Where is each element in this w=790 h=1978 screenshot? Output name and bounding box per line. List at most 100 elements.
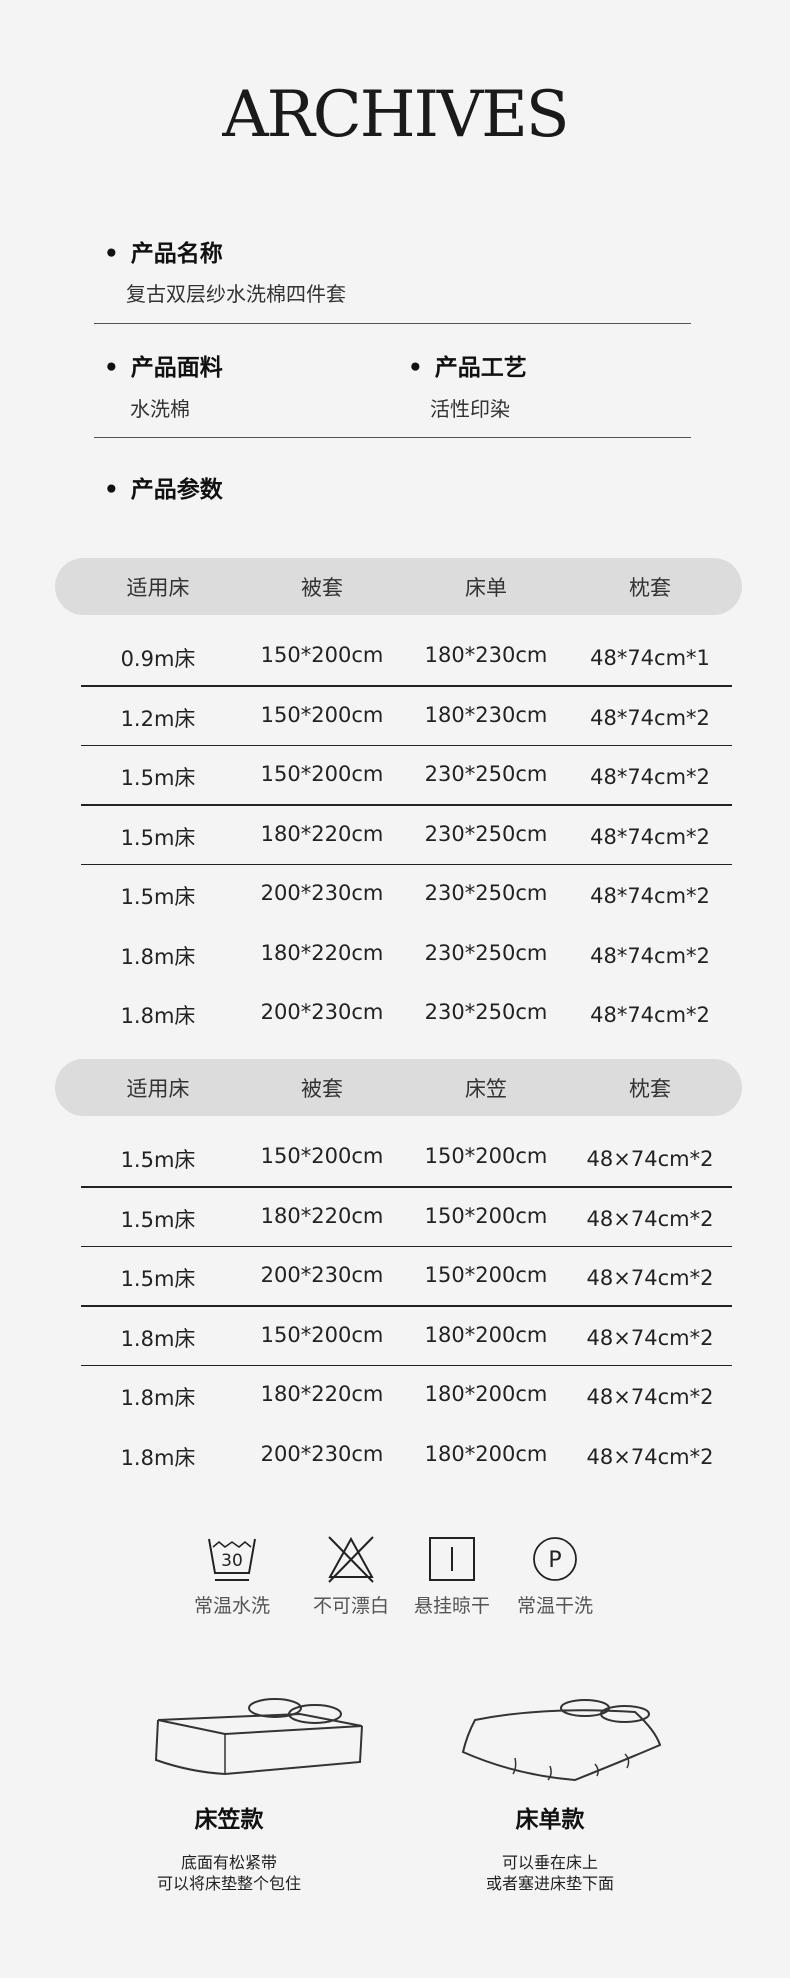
brand-logo: ARCHIVES xyxy=(222,78,569,152)
column-header: 床笠 xyxy=(465,1077,507,1101)
table-cell: 48×74cm*2 xyxy=(586,1385,714,1410)
flat-sheet-bed-icon xyxy=(461,1699,662,1782)
table-cell: 1.8m床 xyxy=(120,944,196,969)
care-label: 不可漂白 xyxy=(312,1595,389,1617)
table-cell: 180*230cm xyxy=(424,702,548,727)
divider xyxy=(94,323,691,324)
style-title: 床笠款 xyxy=(194,1807,264,1833)
care-item: 悬挂晾干 xyxy=(402,1535,502,1618)
style-desc: 底面有松紧带 xyxy=(180,1853,277,1872)
column-header: 枕套 xyxy=(629,1077,671,1101)
table-cell: 150*200cm xyxy=(424,1263,548,1288)
table-cell: 48*74cm*1 xyxy=(590,646,710,670)
table-cell: 1.5m床 xyxy=(120,1148,196,1172)
table-cell: 48*74cm*2 xyxy=(590,765,710,789)
table-cell: 48*74cm*2 xyxy=(590,705,710,730)
table-cell: 200*230cm xyxy=(260,1442,384,1466)
table-cell: 150*200cm xyxy=(260,643,384,667)
style-desc: 可以将床垫整个包住 xyxy=(156,1874,301,1893)
table-cell: 1.8m床 xyxy=(120,1326,196,1351)
table-cell: 180*220cm xyxy=(260,940,384,965)
table-cell: 230*250cm xyxy=(424,821,548,846)
row-divider xyxy=(81,863,732,865)
table-cell: 180*230cm xyxy=(424,643,548,667)
product-name-label: 产品名称 xyxy=(104,234,223,268)
table-cell: 48*74cm*2 xyxy=(590,943,710,968)
table-cell: 1.8m床 xyxy=(120,1004,196,1028)
table-cell: 150*200cm xyxy=(260,1144,384,1168)
table-cell: 48×74cm*2 xyxy=(586,1147,714,1171)
hang-dry-icon xyxy=(429,1537,475,1581)
care-item: 不可漂白 xyxy=(301,1535,401,1618)
style-desc: 可以垂在床上 xyxy=(501,1853,598,1872)
care-label: 常温水洗 xyxy=(193,1595,270,1617)
table-cell: 200*230cm xyxy=(260,1263,384,1288)
svg-text:P: P xyxy=(548,1548,561,1573)
craft-value: 活性印染 xyxy=(430,397,510,421)
row-divider xyxy=(81,804,732,806)
column-header: 被套 xyxy=(301,1077,343,1101)
row-divider xyxy=(81,1245,732,1248)
table-cell: 1.5m床 xyxy=(120,766,196,790)
table-cell: 180*220cm xyxy=(260,1382,384,1407)
table-cell: 230*250cm xyxy=(424,940,548,965)
care-label: 悬挂晾干 xyxy=(413,1595,490,1617)
table-cell: 230*250cm xyxy=(424,1000,548,1024)
row-divider xyxy=(81,685,732,687)
table-cell: 150*200cm xyxy=(424,1203,548,1228)
column-header: 被套 xyxy=(301,576,343,600)
row-divider xyxy=(81,1186,732,1188)
table-cell: 48*74cm*2 xyxy=(590,824,710,849)
fabric-value: 水洗棉 xyxy=(130,397,190,421)
table-cell: 150*200cm xyxy=(424,1144,548,1168)
care-item: 30 常温水洗 xyxy=(182,1535,282,1618)
table-cell: 1.8m床 xyxy=(120,1446,196,1470)
svg-text:30: 30 xyxy=(221,1551,243,1571)
table-cell: 1.5m床 xyxy=(120,825,196,850)
table-cell: 200*230cm xyxy=(260,881,384,905)
column-header: 枕套 xyxy=(629,576,671,600)
flat-sheet-style: 床单款 可以垂在床上 或者塞进床垫下面 xyxy=(430,1800,670,1894)
table-cell: 150*200cm xyxy=(260,762,384,786)
fitted-sheet-style: 床笠款 底面有松紧带可以将床垫整个包住 xyxy=(109,1800,349,1894)
column-header: 床单 xyxy=(465,576,507,600)
table-cell: 48×74cm*2 xyxy=(586,1325,714,1350)
table-cell: 1.2m床 xyxy=(120,706,196,731)
table-cell: 180*220cm xyxy=(260,1203,384,1228)
table-cell: 180*220cm xyxy=(260,821,384,846)
style-title: 床单款 xyxy=(515,1807,585,1833)
row-divider xyxy=(81,1364,732,1367)
care-item: P 常温干洗 xyxy=(505,1535,605,1618)
table-cell: 48×74cm*2 xyxy=(586,1206,714,1231)
product-name-value: 复古双层纱水洗棉四件套 xyxy=(126,282,346,306)
params-label: 产品参数 xyxy=(104,470,223,504)
column-header: 适用床 xyxy=(126,576,190,600)
dry-clean-icon: P xyxy=(533,1537,577,1581)
table-cell: 1.5m床 xyxy=(120,1207,196,1232)
table-cell: 180*200cm xyxy=(424,1442,548,1466)
table-cell: 180*200cm xyxy=(424,1382,548,1407)
fitted-sheet-bed-icon xyxy=(154,1698,363,1776)
row-divider xyxy=(81,1305,732,1307)
craft-label: 产品工艺 xyxy=(408,348,527,382)
table-cell: 48×74cm*2 xyxy=(586,1445,714,1469)
table-cell: 48*74cm*2 xyxy=(590,884,710,908)
table-cell: 1.8m床 xyxy=(120,1386,196,1411)
table-header xyxy=(55,1059,742,1116)
table-cell: 48×74cm*2 xyxy=(586,1266,714,1291)
table-cell: 180*200cm xyxy=(424,1322,548,1347)
table-cell: 200*230cm xyxy=(260,1000,384,1024)
column-header: 适用床 xyxy=(126,1077,190,1101)
care-label: 常温干洗 xyxy=(516,1595,593,1617)
row-divider xyxy=(81,744,732,746)
table-cell: 1.5m床 xyxy=(120,1267,196,1292)
table-cell: 48*74cm*2 xyxy=(590,1003,710,1027)
style-desc: 或者塞进床垫下面 xyxy=(485,1874,614,1893)
table-header xyxy=(55,558,742,615)
wash-30-icon: 30 xyxy=(208,1538,256,1581)
table-cell: 230*250cm xyxy=(424,881,548,905)
no-bleach-icon xyxy=(328,1536,374,1583)
table-cell: 150*200cm xyxy=(260,1322,384,1347)
table-cell: 230*250cm xyxy=(424,762,548,786)
table-cell: 1.5m床 xyxy=(120,885,196,909)
